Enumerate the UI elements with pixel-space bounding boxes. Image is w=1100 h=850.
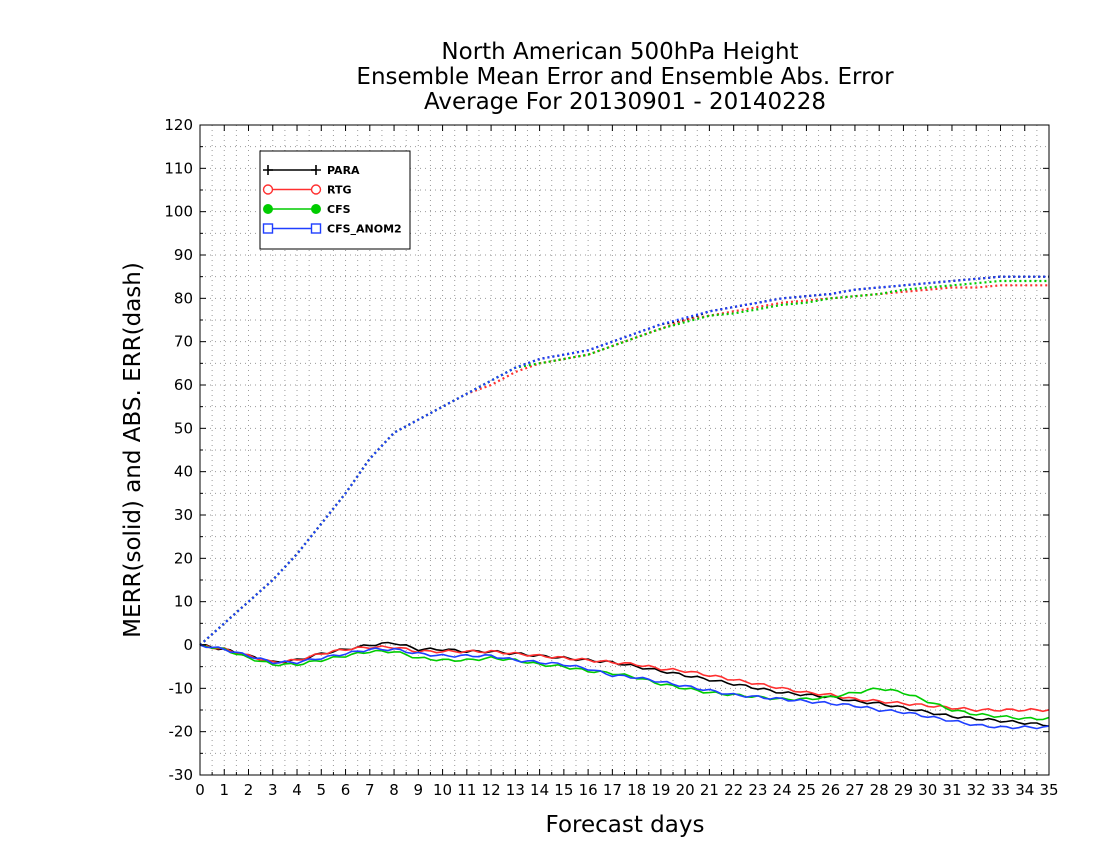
x-axis-label: Forecast days [546, 812, 705, 838]
legend-marker-plus [263, 165, 273, 175]
y-tick-label: 110 [164, 159, 193, 177]
x-tick-label: 11 [457, 781, 476, 799]
legend-label-cfs: CFS [327, 203, 351, 216]
x-tick-label: 23 [748, 781, 767, 799]
y-tick-label: 30 [174, 506, 193, 524]
x-tick-label: 29 [894, 781, 913, 799]
x-tick-label: 9 [414, 781, 424, 799]
legend-marker-square [310, 223, 322, 234]
legend-label-para: PARA [327, 164, 360, 177]
y-tick-label: 80 [174, 289, 193, 307]
y-tick-label: 10 [174, 593, 193, 611]
x-tick-label: 2 [244, 781, 254, 799]
title-line-1: North American 500hPa Height [441, 39, 798, 65]
abs-err-line-rtg [199, 284, 1049, 646]
x-tick-label: 26 [821, 781, 840, 799]
x-tick-label: 19 [651, 781, 670, 799]
legend-label-cfs-anom2: CFS_ANOM2 [327, 223, 402, 236]
y-tick-label: -10 [169, 679, 194, 697]
series-rtg [199, 284, 1050, 713]
x-tick-label: 27 [845, 781, 864, 799]
legend-item-para: PARA [263, 164, 360, 177]
x-tick-label: 3 [268, 781, 278, 799]
legend-marker-plus [311, 165, 321, 175]
x-tick-label: 31 [942, 781, 961, 799]
legend: PARA RTG CFS CFS_ANOM2 [259, 150, 411, 250]
y-tick-label: 50 [174, 419, 193, 437]
legend-marker-square [262, 223, 274, 234]
x-tick-label: 30 [918, 781, 937, 799]
series-cfs-anom2 [199, 275, 1050, 730]
legend-item-cfs: CFS [263, 203, 351, 216]
x-tick-label: 20 [676, 781, 695, 799]
chart-title: North American 500hPa Height Ensemble Me… [356, 39, 894, 115]
x-tick-label: 24 [773, 781, 792, 799]
x-tick-label: 25 [797, 781, 816, 799]
legend-marker-dot [263, 204, 273, 214]
y-tick-label: 70 [174, 333, 193, 351]
x-tick-label: 13 [506, 781, 525, 799]
x-axis-ticks: 0 1 2 3 4 5 6 7 8 9 10 11 12 13 14 15 16 17 18 19 20 21 22 23 24… [195, 125, 1059, 799]
x-tick-label: 32 [967, 781, 986, 799]
x-tick-label: 12 [482, 781, 501, 799]
merr-line-rtg [199, 644, 1050, 713]
y-tick-label: -20 [169, 723, 194, 741]
legend-item-rtg: RTG [262, 184, 352, 197]
x-tick-label: 14 [530, 781, 549, 799]
series-lines [199, 275, 1050, 730]
x-tick-label: 18 [627, 781, 646, 799]
y-tick-label: -30 [169, 766, 194, 784]
x-tick-label: 22 [724, 781, 743, 799]
x-tick-label: 7 [365, 781, 375, 799]
x-tick-label: 15 [554, 781, 573, 799]
x-tick-label: 16 [579, 781, 598, 799]
legend-marker-circle [310, 184, 322, 195]
legend-marker-dot [311, 204, 321, 214]
series-cfs [199, 279, 1050, 721]
x-tick-label: 0 [195, 781, 205, 799]
legend-item-cfs-anom2: CFS_ANOM2 [262, 223, 402, 236]
x-tick-label: 4 [292, 781, 302, 799]
x-tick-label: 5 [317, 781, 327, 799]
legend-marker-circle [262, 184, 274, 195]
y-tick-label: 100 [164, 203, 193, 221]
x-tick-label: 1 [219, 781, 229, 799]
y-tick-label: 90 [174, 246, 193, 264]
y-tick-label: 120 [164, 116, 193, 134]
title-line-3: Average For 20130901 - 20140228 [424, 89, 826, 115]
y-tick-label: 0 [183, 636, 193, 654]
legend-label-rtg: RTG [327, 184, 352, 197]
x-tick-label: 8 [389, 781, 399, 799]
y-tick-label: 20 [174, 549, 193, 567]
x-tick-label: 34 [1015, 781, 1034, 799]
y-tick-label: 40 [174, 463, 193, 481]
x-tick-label: 6 [341, 781, 351, 799]
y-axis-ticks: -30 -20 -10 0 10 20 30 40 50 60 70 80 90 100 110 120 [164, 116, 1049, 784]
y-axis-label: MERR(solid) and ABS. ERR(dash) [120, 262, 146, 638]
x-tick-label: 35 [1039, 781, 1058, 799]
x-tick-label: 10 [433, 781, 452, 799]
x-tick-label: 17 [603, 781, 622, 799]
y-tick-label: 60 [174, 376, 193, 394]
grid [200, 125, 1049, 775]
legend-box [259, 150, 411, 250]
x-tick-label: 33 [991, 781, 1010, 799]
merr-line-cfs-anom2 [199, 644, 1050, 730]
x-tick-label: 21 [700, 781, 719, 799]
x-tick-label: 28 [870, 781, 889, 799]
merr-line-cfs [199, 644, 1050, 721]
title-line-2: Ensemble Mean Error and Ensemble Abs. Er… [356, 64, 894, 90]
